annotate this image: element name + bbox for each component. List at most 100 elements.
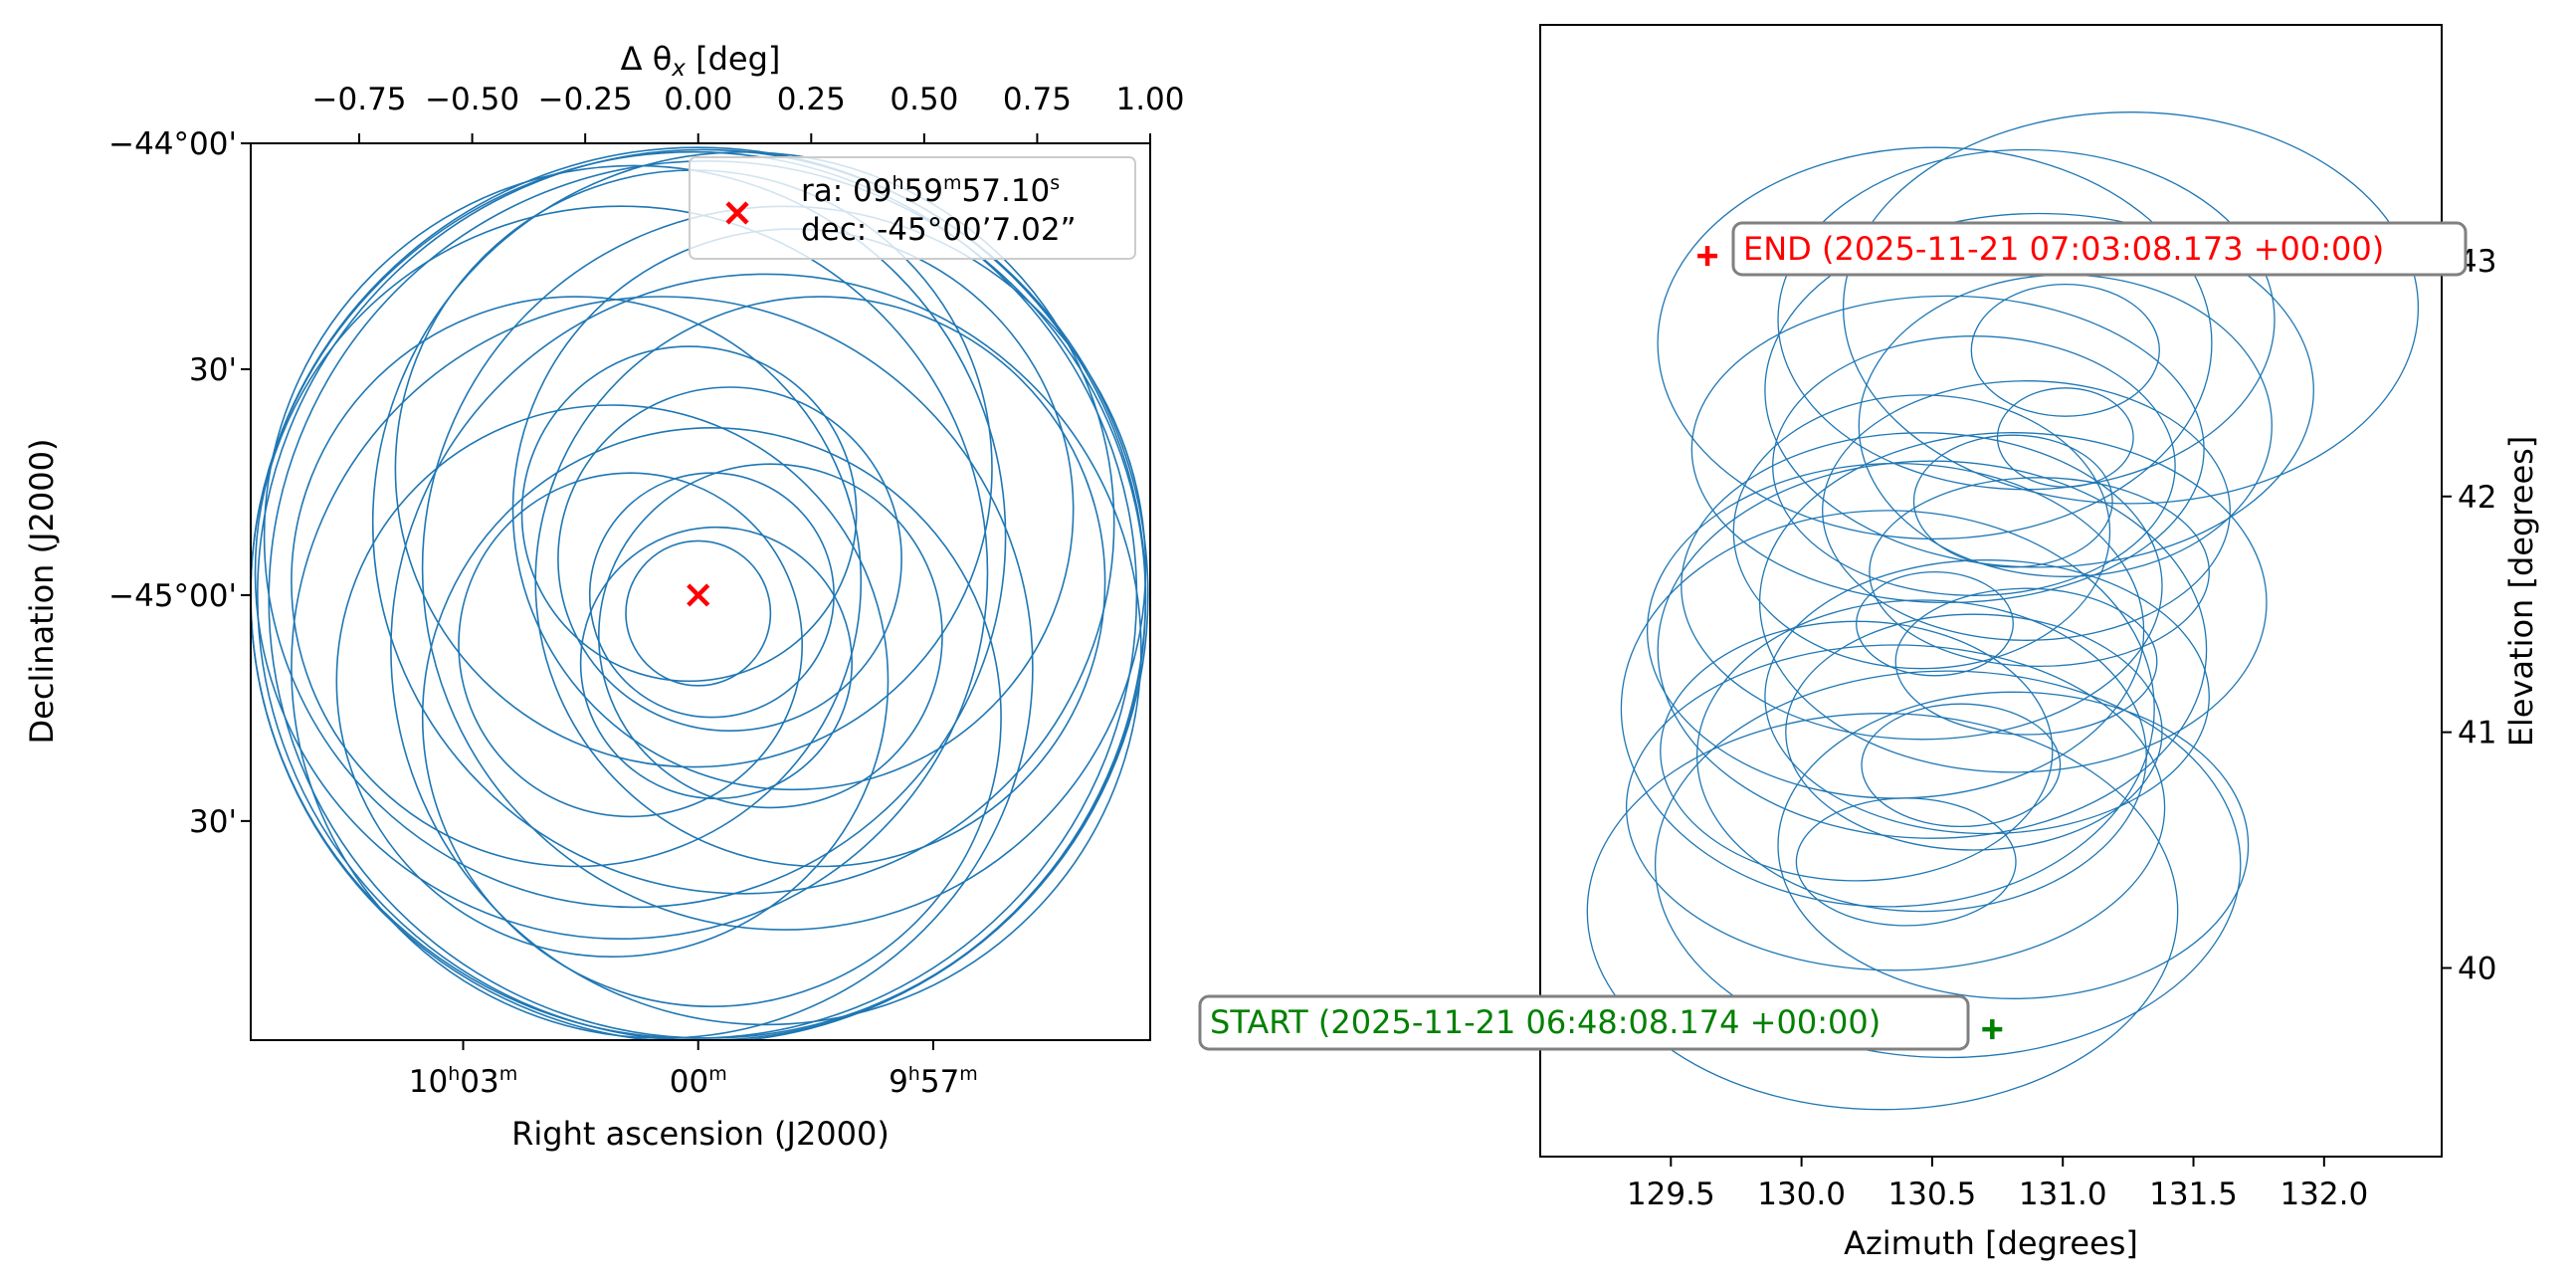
scan-circle-19 (579, 526, 854, 800)
sky-x-axis-label: Right ascension (J2000) (511, 1115, 890, 1153)
scan-ellipse-4 (1695, 599, 2147, 913)
altaz-plot: 129.5 130.0 130.5 131.0 131.5 132.0 40414243 … (1198, 24, 2540, 1262)
legend-x-icon (725, 201, 749, 225)
end-marker (1697, 246, 1718, 267)
top-tick-label-3: 0.00 (664, 82, 732, 117)
scan-ellipse-26 (1996, 387, 2134, 488)
end-annotation-box (1731, 221, 2468, 277)
start-annotation: START (2025-11-21 06:48:08.174 +00:00) (1198, 994, 1970, 1051)
start-annotation-label: START (2025-11-21 06:48:08.174 +00:00) (1210, 1003, 1881, 1041)
scan-ellipse-20 (1764, 212, 2314, 568)
altaz-plot-frame (1539, 24, 2443, 1158)
scan-circle-8 (390, 273, 1142, 1026)
scan-ellipse-9 (1620, 510, 2155, 908)
start-annotation-box (1198, 994, 1970, 1051)
scan-ellipse-24 (1912, 434, 2113, 568)
azimuth-tick-label-5: 132.0 (2279, 1177, 2368, 1212)
scan-circle-13 (421, 426, 1002, 1008)
sky-plot: −0.75 −0.50 −0.25 0.00 0.25 0.50 0.75 1.00 −44°… (23, 40, 1185, 1153)
azimuth-tick-label-0: 129.5 (1627, 1177, 1715, 1212)
top-tick-label-7: 1.00 (1115, 82, 1184, 117)
scan-ellipse-29 (1646, 462, 2145, 799)
top-tick-label-1: −0.50 (425, 82, 519, 117)
legend-dec: dec: -45°00’7.02” (801, 212, 1077, 248)
scan-circle-9 (263, 164, 1007, 909)
scan-ellipse-22 (1842, 111, 2420, 505)
azimuth-tick-label-1: 130.0 (1757, 1177, 1846, 1212)
scan-circle-2 (268, 160, 1147, 1039)
elevation-axis-label: Elevation [degrees] (2502, 436, 2540, 748)
target-marker (687, 583, 710, 607)
sky-x-tick-label-2: 9h57m (889, 1063, 978, 1100)
sky-y-tick-label-3: 30' (189, 804, 237, 840)
elevation-tick-label-1: 41 (2458, 716, 2496, 751)
sky-y-axis-label: Declination (J2000) (23, 439, 61, 745)
scan-ellipse-12 (1861, 703, 2062, 828)
scan-ellipses (1586, 111, 2420, 1111)
scan-ellipse-23 (1777, 148, 2276, 491)
top-tick-label-2: −0.25 (538, 82, 633, 117)
top-tick-label-4: 0.25 (777, 82, 846, 117)
sky-legend: ra: 09h59m57.10s dec: -45°00’7.02” (689, 156, 1136, 260)
scan-circle-12 (291, 296, 863, 868)
scan-ellipse-1 (1654, 670, 2242, 1059)
scan-circle-11 (534, 296, 1106, 868)
scan-ellipse-28 (1869, 477, 2210, 668)
azimuth-tick-label-2: 130.5 (1888, 1177, 1977, 1212)
scan-ellipse-16 (1732, 394, 2111, 670)
scan-ellipse-2 (1625, 644, 2166, 971)
x-axis-ticks: 10h03m 00m 9h57m (409, 1040, 978, 1100)
scan-circle-6 (371, 150, 1115, 895)
scan-circle-18 (458, 472, 803, 818)
scan-circle-7 (291, 296, 1034, 1039)
legend-ra: ra: 09h59m57.10s (801, 172, 1060, 209)
sky-y-tick-label-2: −45°00' (108, 578, 237, 614)
scan-ellipse-27 (1772, 335, 2176, 596)
scan-circle-15 (335, 404, 890, 958)
scan-ellipse-25 (1970, 283, 2160, 417)
y-axis-ticks: −44°00' 30' −45°00' 30' (108, 126, 251, 840)
scan-ellipse-13 (1856, 570, 2014, 677)
end-annotation: END (2025-11-21 07:03:08.173 +00:00) (1731, 221, 2468, 277)
scan-ellipse-21 (1657, 146, 2213, 540)
top-tick-label-6: 0.75 (1003, 82, 1072, 117)
elevation-tick-label-0: 40 (2458, 952, 2496, 987)
top-tick-label-0: −0.75 (312, 82, 407, 117)
scan-ellipse-6 (1764, 559, 2210, 835)
sky-x-tick-label-1: 00m (670, 1063, 727, 1100)
scan-circles (251, 146, 1149, 1040)
scan-circle-20 (557, 386, 902, 732)
legend-box (689, 156, 1136, 260)
scan-ellipse-15 (1894, 587, 2158, 736)
sky-y-tick-label-0: −44°00' (108, 126, 237, 162)
scan-circle-17 (598, 463, 943, 809)
azimuth-tick-label-3: 131.0 (2019, 1177, 2107, 1212)
end-annotation-label: END (2025-11-21 07:03:08.173 +00:00) (1743, 230, 2384, 268)
sky-plot-frame (250, 142, 1151, 1041)
scan-ellipse-19 (1690, 295, 2205, 604)
start-marker (1982, 1019, 2003, 1040)
sky-y-tick-label-1: 30' (189, 352, 237, 388)
scan-ellipse-3 (1777, 691, 2250, 999)
scan-circle-22 (588, 472, 835, 719)
scan-ellipse-8 (1758, 432, 2268, 773)
scan-ellipse-17 (1822, 380, 2231, 641)
top-axis-ticks: −0.75 −0.50 −0.25 0.00 0.25 0.50 0.75 1.00 (312, 82, 1185, 143)
scan-circle-5 (254, 205, 989, 941)
scan-ellipse-7 (1657, 460, 2208, 839)
scan-ellipse-14 (1785, 613, 2163, 851)
scan-ellipse-0 (1586, 713, 2179, 1111)
scan-circle-1 (257, 148, 1149, 1040)
scan-circle-21 (625, 539, 772, 687)
azimuth-axis-label: Azimuth [degrees] (1844, 1224, 2138, 1262)
azimuth-tick-label-4: 131.5 (2149, 1177, 2238, 1212)
target-x-stroke-b (687, 583, 710, 607)
top-axis-label: Δ θx [deg] (621, 40, 781, 82)
scan-ellipse-10 (1681, 432, 2163, 741)
sky-x-tick-label-0: 10h03m (409, 1063, 517, 1100)
scan-circle-16 (520, 345, 858, 683)
top-tick-label-5: 0.50 (890, 82, 958, 117)
elevation-tick-label-2: 42 (2458, 480, 2496, 516)
